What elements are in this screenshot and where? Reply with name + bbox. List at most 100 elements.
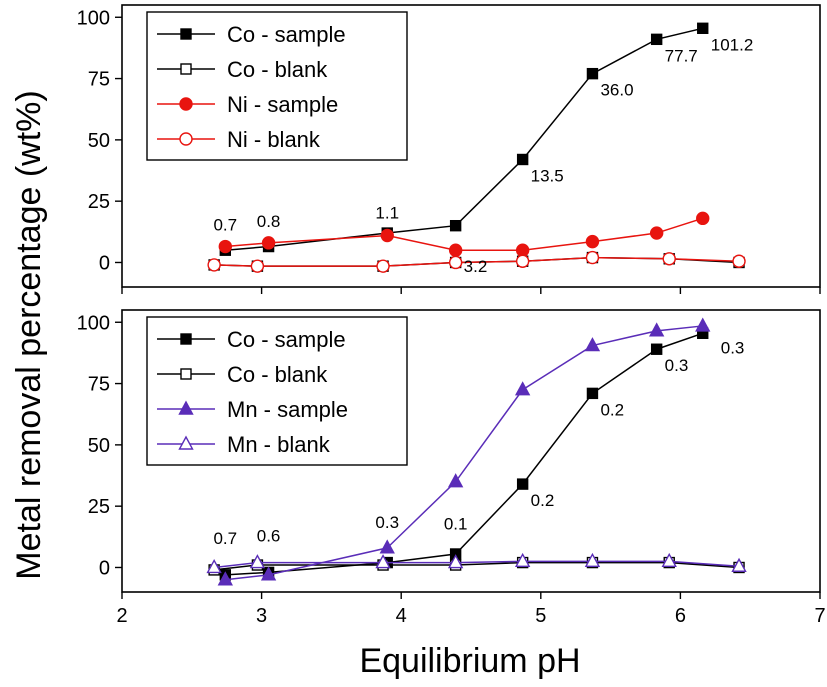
data-point [585,234,600,249]
data-point [696,211,710,226]
legend-label: Ni - blank [227,127,321,152]
series-1-4 [207,250,746,273]
legend-item: Co - blank [157,57,328,82]
data-point [515,243,530,257]
data-label: 0.1 [444,514,468,533]
legend-item: Co - sample [157,22,346,47]
data-point [585,250,600,265]
data-label: 13.5 [531,166,564,185]
data-point [375,554,391,569]
data-point [515,254,530,268]
data-point [249,554,266,569]
x-tick-label: 6 [675,605,686,627]
legend-item: Mn - blank [157,432,331,457]
x-tick-label: 3 [256,605,267,627]
y-tick-label: 0 [99,252,110,274]
data-point [376,259,390,273]
data-label: 101.2 [711,35,754,54]
data-point [731,557,747,572]
legend-marker [178,435,194,450]
y-tick-label: 50 [88,435,110,457]
series-line [225,325,703,581]
series-line [225,217,703,251]
data-point [650,343,663,355]
x-tick-label: 7 [814,605,825,627]
data-point [380,228,394,243]
legend-item: Co - sample [157,327,346,352]
data-point [217,571,233,586]
data-point [516,153,529,166]
data-point [732,254,746,268]
y-tick-label: 25 [88,191,110,213]
chart-panel-1: 0 25 50 75 100 0.7 0.8 1.1 3.2 13.5 36.0 77.7 101.2 C… [77,4,821,294]
series-line [214,256,740,267]
x-tick-label: 4 [396,605,407,627]
legend-label: Co - sample [227,22,346,47]
data-point [662,252,676,266]
legend-marker [180,368,192,380]
data-label: 0.7 [213,216,237,235]
series-1-3 [218,211,710,257]
data-label: 0.2 [531,491,555,510]
data-point [516,478,529,490]
legend-label: Co - blank [227,362,328,387]
data-label: 1.1 [375,203,399,222]
chart-panel-2: 0 25 50 75 100 2 3 4 5 6 7 0.7 0.6 0.3 0.1 0.2 0.2 0.3 0.3… [77,309,826,627]
y-tick-label: 75 [88,374,110,396]
legend-label: Ni - sample [227,92,338,117]
legend-label: Mn - blank [227,432,331,457]
legend-marker [180,333,192,345]
y-tick-label: 100 [77,7,110,29]
y-tick-label: 50 [88,130,110,152]
data-point [514,381,531,396]
legend-marker [178,400,194,415]
legend-marker [179,132,193,146]
data-point [650,33,663,46]
y-tick-label: 100 [77,312,110,334]
legend-item: Co - blank [157,362,328,387]
x-tick-label: 5 [535,605,546,627]
series-line [225,27,703,251]
data-point [648,322,665,337]
data-point [448,243,463,257]
data-point [260,566,277,581]
y-axis-title: Metal removal percentage (wt%) [10,90,48,579]
data-point [218,239,233,254]
data-point [514,552,531,568]
data-point [584,337,601,352]
legend-marker [179,97,193,111]
x-axis-title: Equilibrium pH [359,642,580,680]
y-tick-label: 25 [88,496,110,518]
data-point [447,473,464,488]
legend-label: Co - sample [227,327,346,352]
data-label: 0.7 [213,529,237,548]
data-label: 3.2 [464,257,488,276]
legend-label: Mn - sample [227,397,348,422]
data-point [586,67,599,80]
data-label: 36.0 [600,81,633,100]
data-point [447,554,464,569]
legend-marker [180,28,192,40]
y-tick-label: 75 [88,69,110,91]
data-label: 77.7 [665,46,698,65]
data-point [449,219,462,232]
series-line [214,561,740,571]
data-point [586,387,599,400]
data-label: 0.6 [257,527,281,546]
data-point [697,22,709,34]
legend-item: Mn - sample [157,397,348,422]
x-tick-label: 2 [116,605,127,627]
data-point [661,552,677,568]
series-2-4 [206,552,747,574]
y-tick-label: 0 [99,557,110,579]
data-point [261,236,276,250]
data-label: 0.3 [721,338,745,357]
series-line [214,560,740,569]
series-2-3 [217,317,711,586]
data-label: 0.3 [665,356,689,375]
data-point [250,259,265,273]
legend-item: Ni - blank [157,127,321,152]
legend-label: Co - blank [227,57,328,82]
